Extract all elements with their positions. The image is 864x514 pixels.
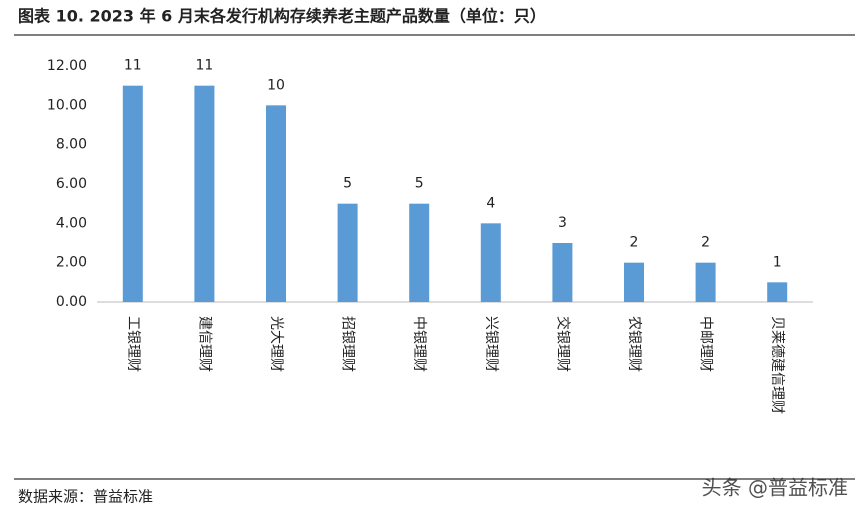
bar <box>337 203 358 302</box>
x-tick-label: 招银理财 <box>340 316 356 372</box>
data-label: 2 <box>630 235 639 251</box>
bar <box>624 262 644 302</box>
data-label: 11 <box>124 58 142 74</box>
bar <box>194 85 215 303</box>
data-label: 3 <box>558 215 567 231</box>
y-tick-label: 6.00 <box>56 176 87 192</box>
bar <box>552 243 573 302</box>
x-tick-label: 工银理财 <box>125 316 141 372</box>
bar <box>767 282 788 302</box>
watermark: 头条 @普益标准 <box>702 476 848 500</box>
bar <box>266 105 286 302</box>
data-label: 11 <box>195 58 213 74</box>
data-label: 10 <box>267 77 285 93</box>
y-tick-label: 4.00 <box>56 215 87 231</box>
bar <box>409 203 430 302</box>
data-label: 1 <box>773 254 782 270</box>
y-tick-label: 8.00 <box>56 137 87 153</box>
data-label: 2 <box>701 235 710 251</box>
x-tick-label: 光大理财 <box>268 316 284 372</box>
y-tick-label: 0.00 <box>56 294 87 310</box>
x-tick-label: 中银理财 <box>411 316 427 372</box>
bar <box>695 262 716 302</box>
y-tick-label: 12.00 <box>47 58 87 74</box>
y-tick-label: 2.00 <box>56 255 87 271</box>
y-tick-label: 10.00 <box>47 97 87 113</box>
source: 数据来源：普益标准 <box>18 488 153 506</box>
x-tick-label: 中邮理财 <box>698 316 714 372</box>
x-tick-label: 贝莱德建信理财 <box>769 316 785 414</box>
data-label: 4 <box>486 195 495 211</box>
x-tick-label: 兴银理财 <box>483 316 499 372</box>
chart-title: 图表 10. 2023 年 6 月末各发行机构存续养老主题产品数量（单位：只） <box>18 7 546 26</box>
x-tick-label: 交银理财 <box>554 316 571 372</box>
x-tick-label: 建信理财 <box>196 316 212 372</box>
x-tick-label: 农银理财 <box>626 316 642 372</box>
data-label: 5 <box>343 176 352 192</box>
bar <box>122 85 143 303</box>
bar <box>480 223 501 302</box>
data-label: 5 <box>415 176 424 192</box>
